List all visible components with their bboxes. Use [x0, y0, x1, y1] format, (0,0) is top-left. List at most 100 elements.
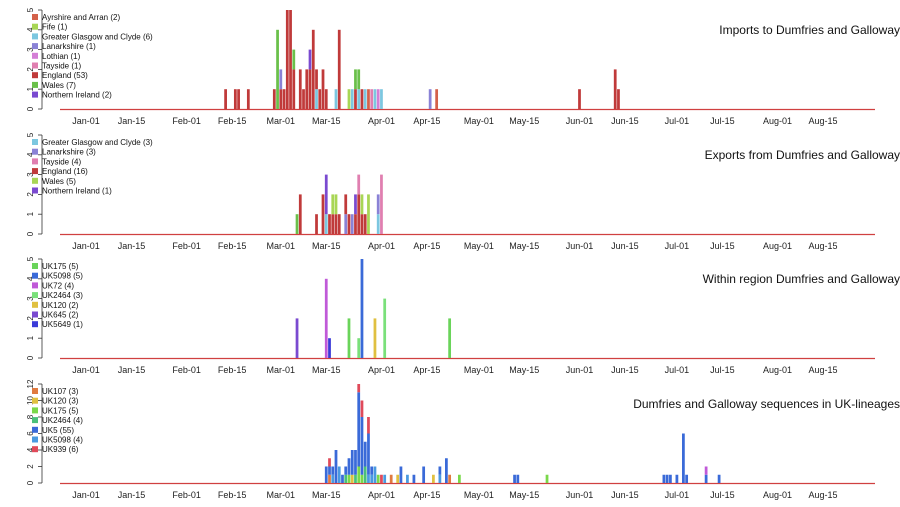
x-tick-label: Mar-15: [312, 241, 341, 251]
bar-segment: [347, 318, 351, 358]
y-tick-label: 0: [26, 106, 35, 111]
legend-label: England (53): [42, 71, 88, 80]
legend-swatch: [32, 388, 38, 394]
legend-swatch: [32, 407, 38, 414]
bar-segment: [233, 89, 237, 109]
bar-segment: [337, 466, 341, 483]
legend-swatch: [32, 62, 38, 69]
y-tick-label: 2: [26, 67, 35, 72]
x-tick-label: Aug-15: [808, 490, 837, 500]
x-tick-label: Apr-01: [368, 490, 395, 500]
bar-segment: [347, 89, 351, 109]
bar-segment: [331, 214, 335, 234]
y-tick-label: 0: [26, 480, 35, 485]
x-tick-label: Mar-15: [312, 116, 341, 126]
x-tick-label: May-15: [509, 365, 539, 375]
bar-segment: [350, 474, 354, 483]
y-tick-label: 2: [26, 316, 35, 321]
bar-segment: [347, 214, 351, 234]
x-tick-label: Apr-01: [368, 241, 395, 251]
legend-label: UK2464 (4): [42, 416, 83, 425]
bar-segment: [613, 69, 617, 109]
bar-segment: [665, 474, 669, 483]
bar-segment: [337, 29, 341, 109]
x-tick-label: Apr-01: [368, 365, 395, 375]
bar-segment: [360, 474, 364, 483]
bar-segment: [334, 194, 338, 215]
legend-swatch: [32, 187, 38, 194]
legend-swatch: [32, 301, 38, 308]
bar-segment: [237, 89, 240, 109]
bar-segment: [435, 89, 439, 109]
x-tick-label: Feb-15: [218, 241, 247, 251]
x-tick-label: Mar-15: [312, 490, 341, 500]
x-tick-label: Mar-01: [267, 116, 296, 126]
bar-segment: [617, 89, 620, 109]
x-tick-label: Jan-15: [118, 116, 146, 126]
bar-segment: [279, 89, 283, 109]
legend-label: UK107 (3): [42, 387, 79, 396]
bar-segment: [367, 417, 370, 434]
bar-segment: [324, 214, 328, 234]
legend-swatch: [32, 148, 38, 155]
bar-segment: [704, 474, 708, 483]
bar-segment: [315, 69, 318, 90]
y-tick-label: 0: [26, 355, 35, 360]
x-tick-label: May-15: [509, 241, 539, 251]
legend-label: Tayside (1): [42, 62, 81, 71]
legend-swatch: [32, 72, 38, 79]
y-tick-label: 4: [26, 447, 35, 452]
x-tick-label: Jan-01: [72, 116, 100, 126]
y-tick-label: 3: [26, 47, 35, 52]
bar-segment: [516, 474, 520, 483]
panel-3: 0 1 2 3 4 5 Jan-01 Jan-15 Feb-01 Feb-15 Mar-01 Mar-…: [26, 256, 900, 375]
x-tick-label: May-15: [509, 490, 539, 500]
bar-segment: [357, 69, 361, 90]
bar-segment: [370, 466, 374, 475]
x-tick-label: Mar-15: [312, 365, 341, 375]
legend-swatch: [32, 436, 38, 443]
y-tick-label: 4: [26, 276, 35, 281]
bar-segment: [360, 194, 364, 215]
bar-segment: [350, 89, 354, 109]
x-tick-label: Jan-15: [118, 365, 146, 375]
bar-segment: [315, 214, 318, 234]
bar-segment: [308, 69, 312, 109]
x-tick-label: Jul-15: [710, 116, 735, 126]
bar-segment: [428, 89, 432, 109]
legend-label: Fife (1): [42, 23, 68, 32]
legend-label: Lothian (1): [42, 52, 81, 61]
bar-segment: [367, 194, 370, 234]
legend-label: UK5098 (5): [42, 272, 83, 281]
legend-swatch: [32, 139, 38, 145]
legend-label: UK645 (2): [42, 311, 79, 320]
x-tick-label: Feb-15: [218, 365, 247, 375]
bar-segment: [717, 474, 721, 483]
y-tick-label: 4: [26, 152, 35, 157]
bar-segment: [363, 214, 367, 234]
x-tick-label: Aug-01: [763, 365, 792, 375]
y-tick-label: 4: [26, 27, 35, 32]
bar-segment: [389, 474, 393, 483]
bar-segment: [321, 194, 325, 234]
bar-segment: [344, 214, 348, 234]
legend-label: UK175 (5): [42, 406, 79, 415]
x-tick-label: Jun-15: [611, 241, 639, 251]
chart-title: Dumfries and Galloway sequences in UK-li…: [633, 397, 900, 411]
y-tick-label: 1: [26, 211, 35, 216]
bar-segment: [370, 474, 374, 483]
legend-swatch: [32, 177, 38, 184]
bar-segment: [357, 392, 361, 467]
bar-segment: [285, 10, 289, 109]
bar-segment: [246, 89, 250, 109]
x-tick-label: Jan-15: [118, 241, 146, 251]
x-tick-label: Apr-15: [413, 365, 440, 375]
x-tick-label: Feb-01: [172, 365, 201, 375]
bar-segment: [276, 29, 279, 109]
bar-segment: [354, 214, 357, 234]
bar-segment: [367, 433, 370, 475]
bar-segment: [328, 466, 331, 475]
x-tick-label: Feb-01: [172, 116, 201, 126]
bar-segment: [318, 89, 322, 109]
